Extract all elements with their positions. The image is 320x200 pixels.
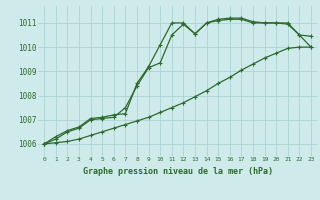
X-axis label: Graphe pression niveau de la mer (hPa): Graphe pression niveau de la mer (hPa) (83, 167, 273, 176)
